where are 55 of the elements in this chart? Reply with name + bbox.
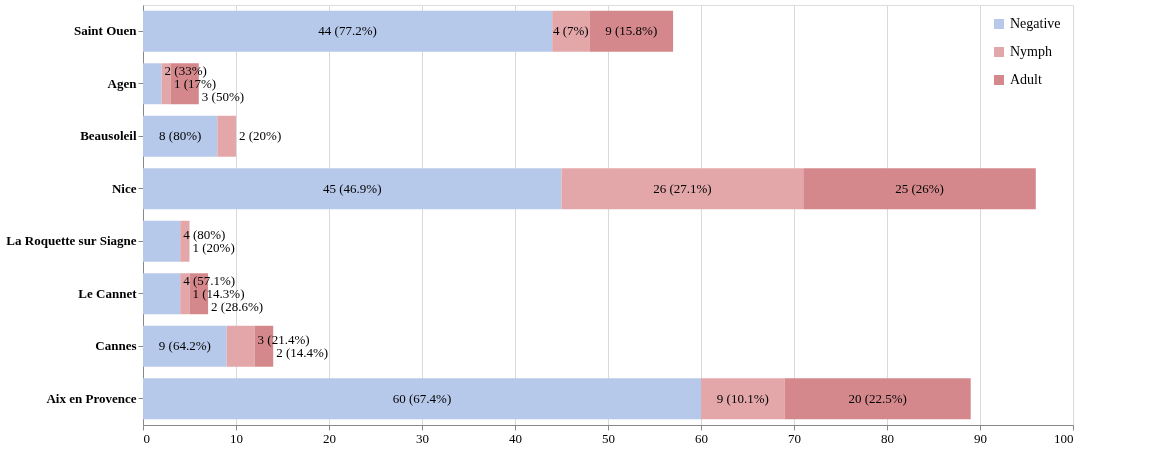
data-label: 9 (64.2%) [158, 338, 211, 354]
data-label: 8 (80%) [159, 128, 202, 144]
bar [161, 63, 171, 105]
legend-label: Nymph [1010, 44, 1052, 59]
x-tick-label: 100 [1054, 430, 1074, 446]
x-tick-label: 30 [416, 430, 429, 446]
data-label: 2 (20%) [239, 128, 282, 144]
data-label: 9 (15.8%) [605, 23, 658, 39]
bar [561, 168, 804, 210]
bar [143, 168, 562, 210]
y-tick-label: Agen [107, 75, 138, 91]
x-tick-label: 80 [881, 430, 894, 446]
legend-label: Negative [1010, 16, 1061, 31]
bar [180, 273, 190, 315]
x-tick-label: 0 [143, 430, 150, 446]
bar [143, 115, 218, 157]
x-tick-label: 40 [509, 430, 522, 446]
data-label: 9 (10.1%) [716, 390, 769, 406]
bar [143, 325, 227, 367]
bar [143, 220, 181, 262]
x-tick-label: 10 [230, 430, 243, 446]
y-tick-label: Le Cannet [78, 285, 138, 301]
bar [143, 273, 181, 315]
data-label: 25 (26%) [895, 180, 944, 196]
data-label: 26 (27.1%) [653, 180, 712, 196]
data-label: 45 (46.9%) [323, 180, 382, 196]
y-tick-label: Beausoleil [80, 128, 137, 144]
y-tick-label: Aix en Provence [46, 390, 137, 406]
data-label: 4 (80%) [183, 226, 226, 242]
bar [180, 220, 190, 262]
data-label: 4 (7%) [552, 23, 589, 39]
y-tick-label: Saint Ouen [74, 23, 138, 39]
x-tick-label: 50 [602, 430, 615, 446]
bar [143, 10, 553, 52]
bar [701, 378, 785, 420]
bar [589, 10, 674, 52]
x-tick-label: 90 [974, 430, 987, 446]
y-tick-label: La Roquette sur Siagne [6, 233, 137, 249]
bar [803, 168, 1036, 210]
data-label: 3 (21.4%) [257, 331, 310, 347]
x-tick-label: 60 [695, 430, 708, 446]
data-label: 20 (22.5%) [848, 390, 907, 406]
bar [226, 325, 255, 367]
data-label: 4 (57.1%) [183, 272, 236, 288]
data-label: 60 (67.4%) [392, 390, 452, 406]
data-label: 44 (77.2%) [318, 23, 377, 39]
y-tick-label: Cannes [95, 338, 137, 354]
y-tick-label: Nice [111, 180, 137, 196]
bar [217, 115, 236, 157]
legend-label: Adult [1010, 72, 1042, 87]
bar [784, 378, 971, 420]
x-tick-label: 70 [788, 430, 801, 446]
bar [143, 378, 701, 420]
x-tick-label: 20 [323, 430, 336, 446]
bar [143, 63, 162, 105]
